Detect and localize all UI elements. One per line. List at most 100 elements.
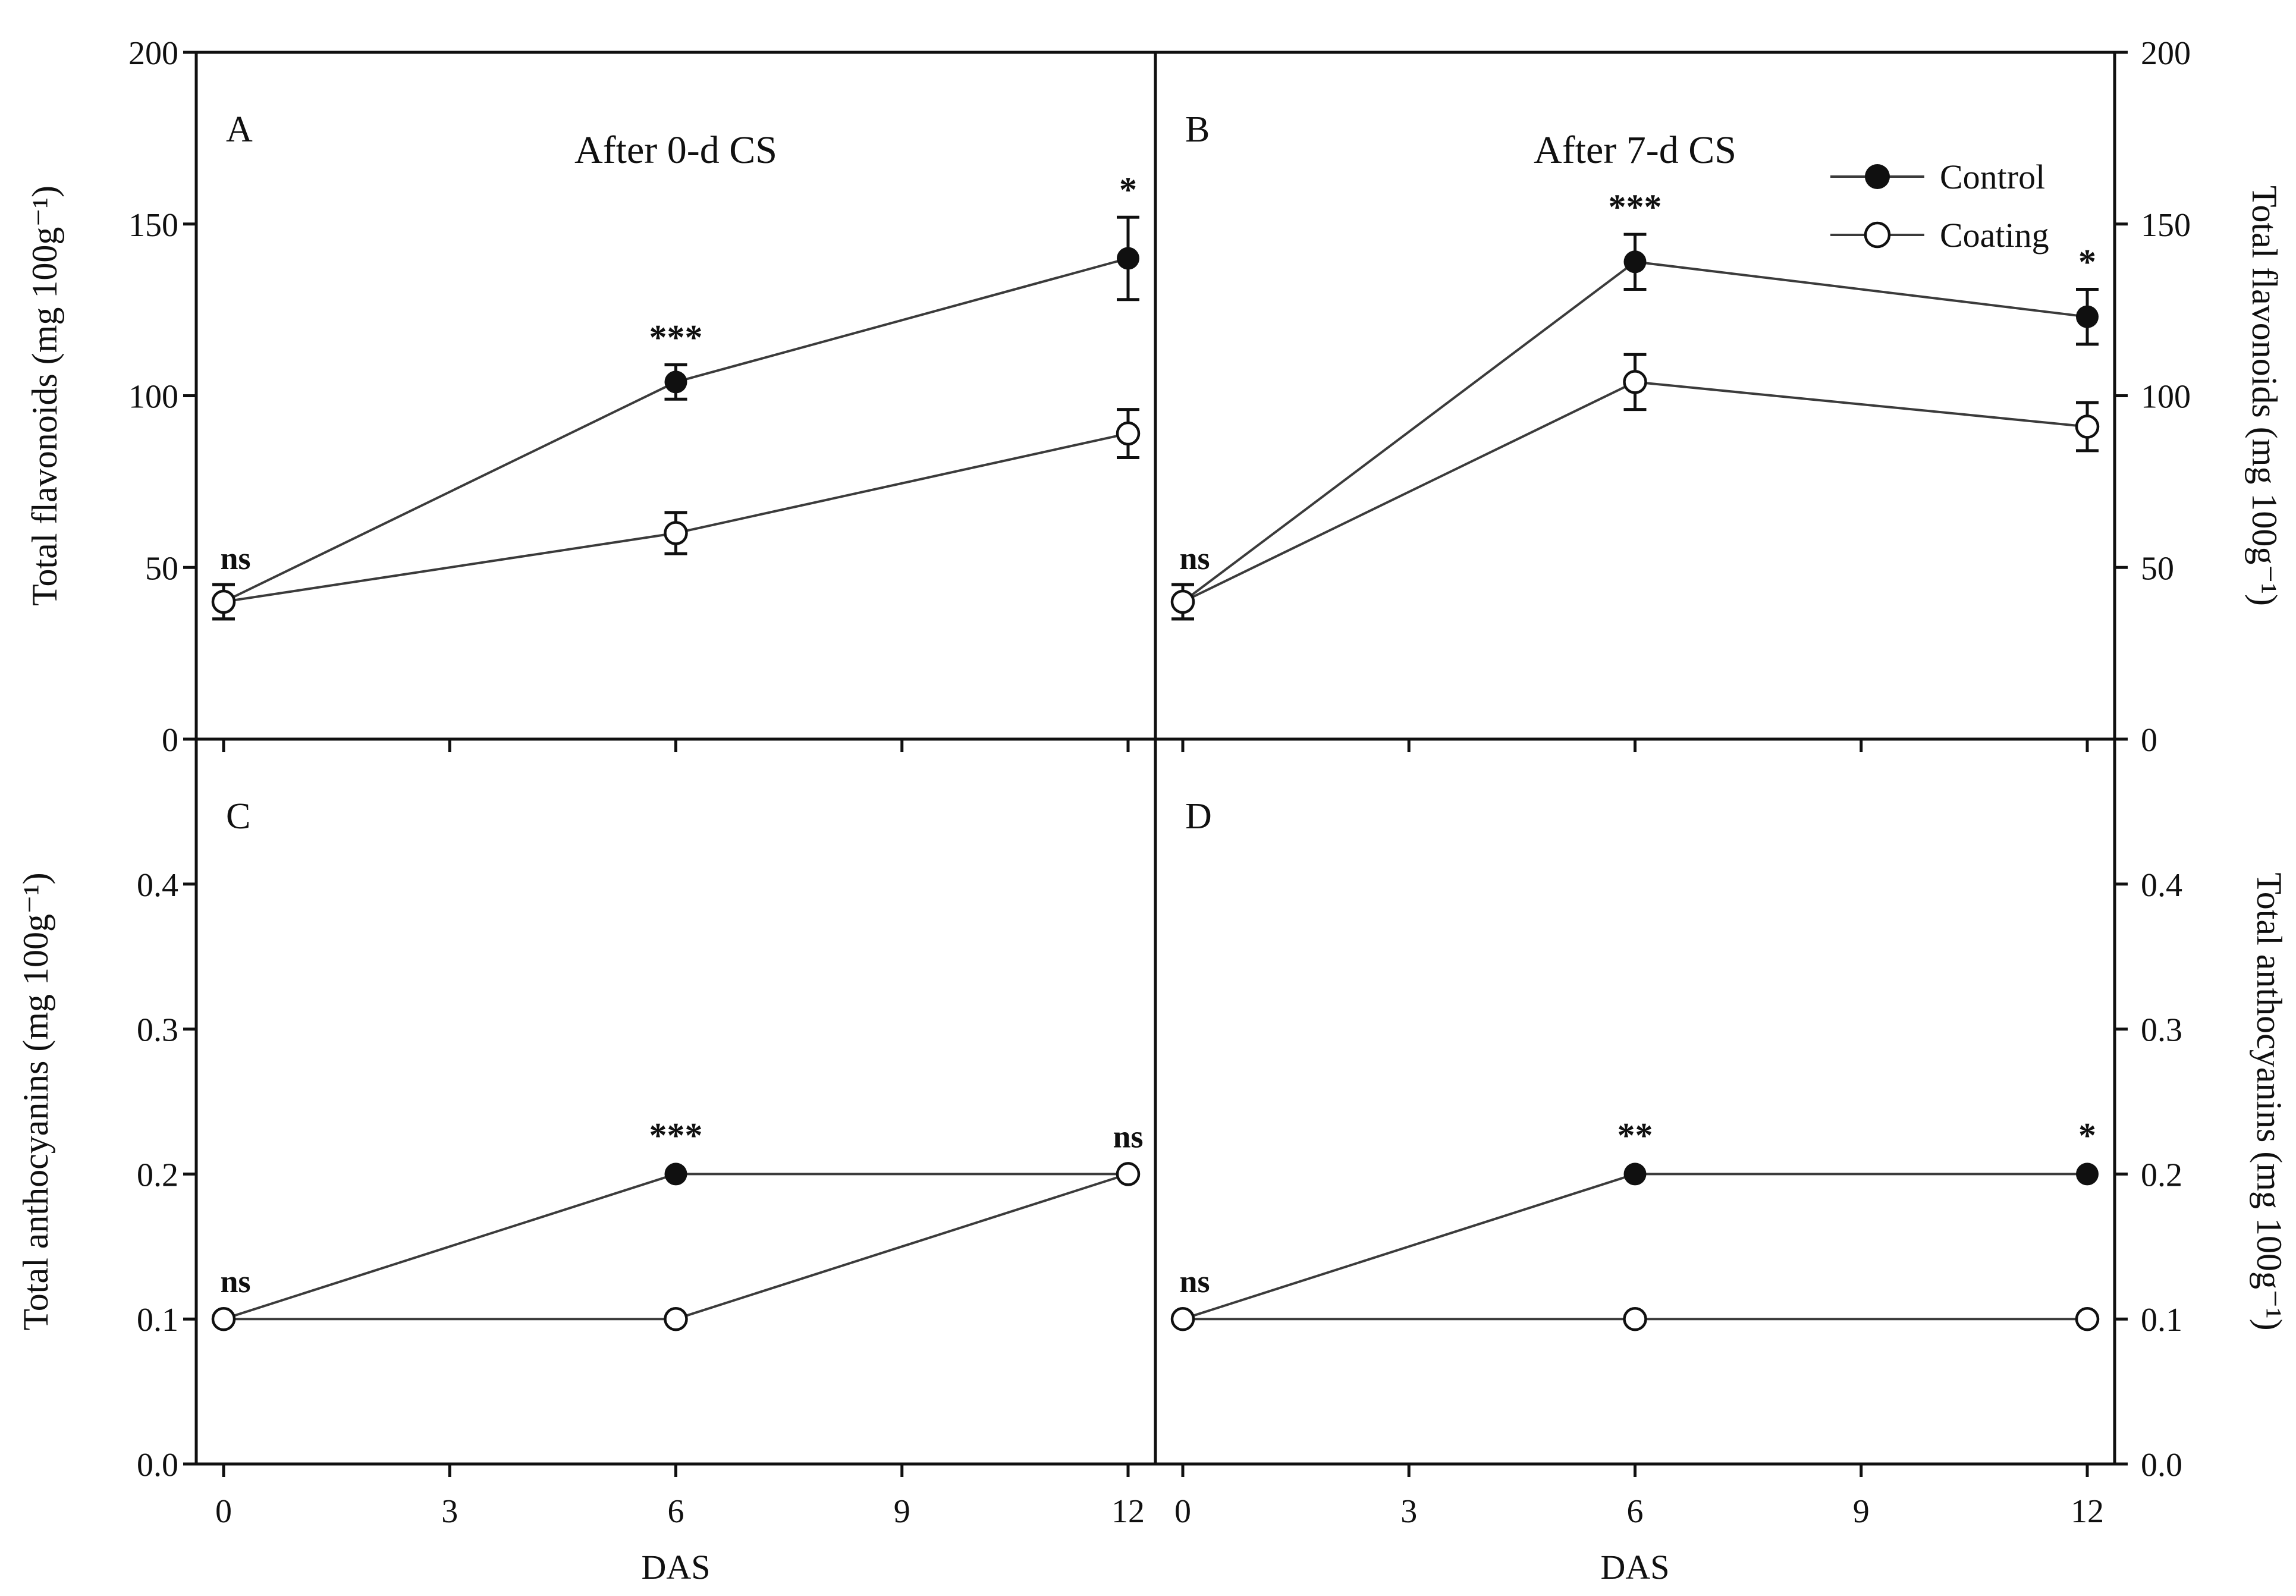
x-tick-label: 0 (1174, 1493, 1191, 1530)
series-coating (1170, 353, 2100, 621)
data-point-marker-open (1116, 1162, 1141, 1186)
panel-letter-D: D (1185, 796, 1212, 837)
y-tick-label: 150 (128, 207, 178, 244)
panel-letter-C: C (226, 796, 250, 837)
significance-label: ns (1179, 1264, 1210, 1299)
x-tick-label: 0 (215, 1493, 232, 1530)
y-tick-label: 100 (2141, 379, 2191, 416)
panel-B: 0 50 100 150 200 Total flavonoids (mg 100g⁻¹)… (1170, 35, 2284, 759)
panel-C-y-axis: 0.0 0.1 0.2 0.3 0.4 (137, 867, 196, 1484)
panel-B-x-axis (1181, 739, 2089, 752)
y-tick-label: 0.4 (137, 867, 178, 904)
y-axis-title: Total anthocyanins (mg 100g⁻¹) (2250, 872, 2289, 1330)
panel-A: 0 50 100 150 200 Total flavonoids (mg 100g⁻¹)… (25, 35, 1141, 759)
y-tick-label: 50 (2141, 550, 2174, 587)
x-tick-label: 12 (1111, 1493, 1145, 1530)
x-tick-label: 12 (2071, 1493, 2104, 1530)
significance-label: * (2078, 1116, 2096, 1155)
series-coating (211, 1162, 1141, 1331)
x-tick-label: 6 (1627, 1493, 1644, 1530)
data-point-marker-open (1623, 370, 1647, 394)
y-tick-label: 0.2 (137, 1157, 178, 1193)
panel-A-y-axis: 0 50 100 150 200 (128, 35, 196, 759)
data-point-marker-filled (2076, 305, 2099, 328)
significance-label: *** (649, 1116, 703, 1155)
y-tick-label: 0.4 (2141, 867, 2182, 904)
y-axis-title: Total flavonoids (mg 100g⁻¹) (25, 186, 64, 606)
data-point-marker-open (211, 589, 236, 614)
y-tick-label: 0.3 (137, 1012, 178, 1049)
x-axis-title: DAS (641, 1548, 710, 1586)
panel-C: 0.0 0.1 0.2 0.3 0.4 0 3 6 9 12 DAS Total anthocyani… (16, 796, 1145, 1586)
data-point-marker-open (664, 521, 688, 545)
panel-letter-A: A (226, 109, 253, 150)
panel-D-y-axis: 0.0 0.1 0.2 0.3 0.4 (2115, 867, 2182, 1484)
data-point-marker-filled (1623, 1163, 1647, 1186)
data-point-marker-filled (664, 370, 687, 394)
panel-A-x-axis (222, 739, 1130, 752)
significance-label: * (2078, 242, 2096, 281)
data-point-marker-open (1170, 589, 1195, 614)
data-point-marker-filled (664, 1163, 687, 1186)
data-point-marker-open (2075, 1306, 2100, 1331)
y-tick-label: 100 (128, 379, 178, 416)
significance-label: *** (1609, 187, 1662, 227)
y-axis-title: Total flavonoids (mg 100g⁻¹) (2245, 186, 2284, 606)
data-point-marker-open (1623, 1306, 1647, 1331)
y-tick-label: 0.1 (2141, 1302, 2182, 1339)
data-point-marker-filled (1623, 250, 1647, 274)
y-tick-label: 0.1 (137, 1302, 178, 1339)
data-point-marker-filled (1117, 247, 1139, 270)
y-axis-title: Total anthocyanins (mg 100g⁻¹) (16, 872, 55, 1330)
legend-marker-filled-circle (1865, 164, 1890, 189)
series-coating (211, 408, 1141, 621)
data-point-marker-filled (2076, 1163, 2099, 1186)
significance-label: ** (1617, 1116, 1653, 1155)
data-point-marker-open (2075, 414, 2100, 439)
panel-borders (194, 51, 2116, 1466)
data-point-marker-open (211, 1306, 236, 1331)
y-tick-label: 150 (2141, 207, 2191, 244)
panel-title-A: After 0-d CS (574, 128, 777, 172)
significance-label: *** (649, 318, 703, 357)
panel-B-y-axis: 0 50 100 150 200 (2115, 35, 2191, 759)
panel-title-B: After 7-d CS (1534, 128, 1736, 172)
legend-item-control: Control (1830, 158, 2045, 196)
legend: Control Coating (1830, 158, 2049, 255)
y-tick-label: 0.0 (2141, 1447, 2182, 1484)
y-tick-label: 0 (162, 722, 178, 759)
x-axis-title: DAS (1600, 1548, 1669, 1586)
y-tick-label: 200 (2141, 35, 2191, 72)
panel-D-x-axis: 0 3 6 9 12 DAS (1174, 1464, 2104, 1586)
x-tick-label: 9 (894, 1493, 910, 1530)
series-coating (1170, 1306, 2100, 1331)
y-tick-label: 0.2 (2141, 1157, 2182, 1193)
significance-label: * (1119, 170, 1137, 209)
y-tick-label: 50 (145, 550, 178, 587)
data-point-marker-open (1116, 421, 1141, 446)
x-tick-label: 3 (441, 1493, 458, 1530)
panel-D: 0.0 0.1 0.2 0.3 0.4 0 3 6 9 12 DAS Total anthocyani… (1170, 796, 2289, 1586)
significance-label: ns (220, 1264, 250, 1299)
panel-C-x-axis: 0 3 6 9 12 DAS (215, 1464, 1145, 1586)
y-tick-label: 0.3 (2141, 1012, 2182, 1049)
significance-label: ns (1113, 1119, 1143, 1154)
legend-marker-open-circle (1864, 221, 1891, 249)
x-tick-label: 3 (1400, 1493, 1417, 1530)
legend-label: Control (1940, 158, 2045, 196)
data-point-marker-open (1170, 1306, 1195, 1331)
y-tick-label: 200 (128, 35, 178, 72)
y-tick-label: 0.0 (137, 1447, 178, 1484)
legend-item-coating: Coating (1830, 216, 2049, 255)
data-point-marker-open (664, 1306, 688, 1331)
legend-label: Coating (1940, 216, 2049, 255)
x-tick-label: 6 (668, 1493, 684, 1530)
significance-label: ns (220, 541, 250, 576)
significance-label: ns (1179, 541, 1210, 576)
y-tick-label: 0 (2141, 722, 2157, 759)
x-tick-label: 9 (1853, 1493, 1870, 1530)
panel-letter-B: B (1185, 109, 1210, 150)
